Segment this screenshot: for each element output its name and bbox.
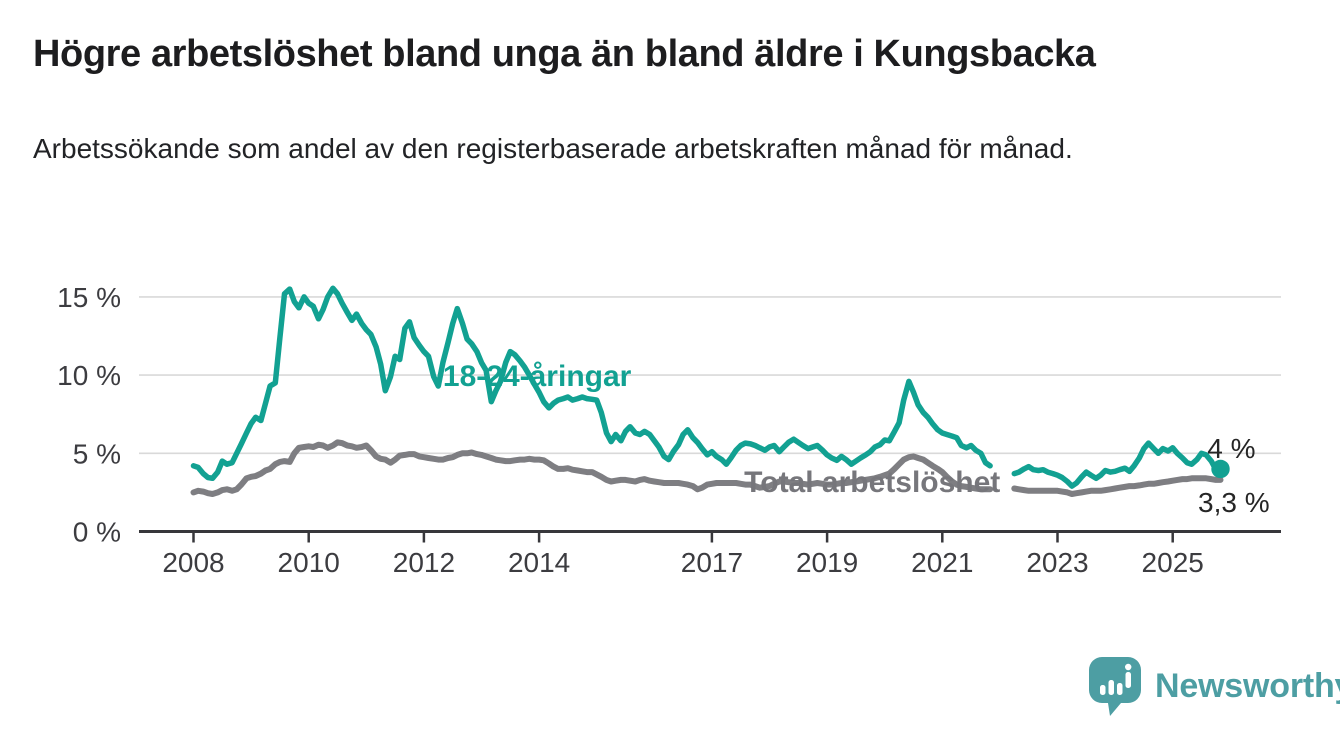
- x-axis-tick-label: 2025: [1142, 547, 1204, 578]
- newsworthy-logo-icon: [1089, 657, 1141, 716]
- page-subtitle: Arbetssökande som andel av den registerb…: [33, 133, 1073, 164]
- series-line-total: [190, 439, 994, 497]
- x-axis-tick-label: 2021: [911, 547, 973, 578]
- series-line-total: [1011, 475, 1224, 497]
- x-axis-tick-label: 2010: [278, 547, 340, 578]
- series-label-youth: 18-24-åringar: [443, 360, 632, 393]
- x-axis-tick-label: 2008: [162, 547, 224, 578]
- y-axis-tick-label: 0 %: [73, 517, 121, 548]
- x-axis-tick-label: 2014: [508, 547, 570, 578]
- x-axis-tick-label: 2012: [393, 547, 455, 578]
- newsworthy-logo-text: Newsworthy: [1155, 666, 1340, 705]
- latest-value-label-total: 3,3 %: [1198, 487, 1270, 518]
- x-axis-tick-label: 2019: [796, 547, 858, 578]
- series-line-youth: [1011, 440, 1224, 489]
- series-label-total: Total arbetslöshet: [744, 466, 1000, 499]
- y-axis-tick-label: 5 %: [73, 438, 121, 469]
- y-axis-tick-label: 15 %: [57, 282, 121, 313]
- latest-value-label-youth: 4 %: [1207, 433, 1255, 464]
- x-axis-tick-label: 2017: [681, 547, 743, 578]
- page-title: Högre arbetslöshet bland unga än bland ä…: [33, 33, 1096, 75]
- x-axis-tick-label: 2023: [1026, 547, 1088, 578]
- latest-value-dot: [1211, 459, 1230, 479]
- y-axis-tick-label: 10 %: [57, 360, 121, 391]
- series-line-youth: [190, 285, 993, 482]
- newsworthy-logo: Newsworthy: [1087, 655, 1340, 717]
